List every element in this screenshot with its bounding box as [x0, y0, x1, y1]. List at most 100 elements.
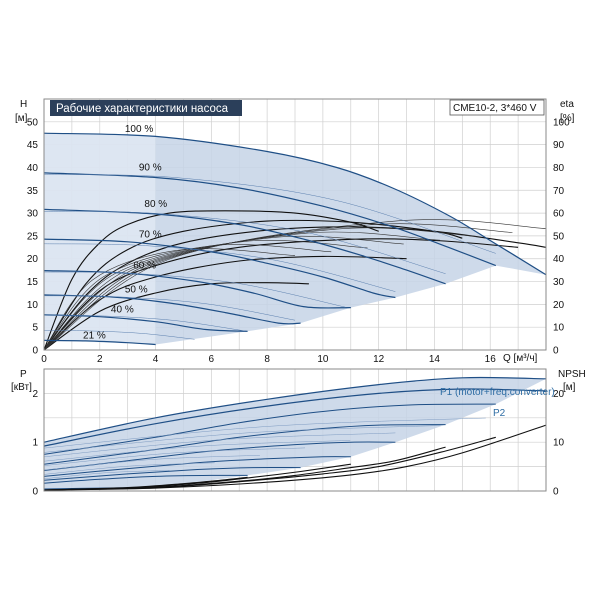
npsh-axis-label: NPSH	[558, 369, 586, 380]
head-curve-minor	[43, 330, 195, 340]
model-label-box	[449, 99, 545, 116]
power-curve	[43, 474, 248, 484]
y-axis-left-unit: [м]	[15, 113, 28, 124]
head-curve-minor	[43, 271, 346, 308]
power-curve-minor	[43, 455, 260, 471]
power-axis-label: P	[20, 369, 27, 380]
y-tick-label-left: 5	[32, 323, 38, 334]
y-tick-label-right: 50	[553, 231, 565, 242]
y-tick-label-right: 100	[553, 117, 570, 128]
x-tick-label: 12	[373, 354, 385, 365]
y-tick-label-left: 30	[27, 209, 39, 220]
head-curve	[43, 339, 156, 346]
power-curve-minor	[43, 440, 351, 462]
speed-curve-label: 100 %	[125, 124, 153, 135]
power-curve	[43, 456, 351, 477]
y-tick-label-left: 35	[27, 186, 39, 197]
speed-curve-label: 70 %	[139, 230, 162, 241]
operating-area	[44, 133, 546, 345]
y-tick-label-left: 15	[27, 277, 39, 288]
npsh-tick-label: 20	[553, 389, 565, 400]
chart-title-box	[50, 100, 242, 116]
head-curve	[43, 132, 547, 276]
npsh-axis-unit: [м]	[563, 382, 576, 393]
x-tick-label: 2	[97, 354, 103, 365]
head-curve-minor	[43, 315, 245, 332]
speed-curve-label: 60 %	[133, 260, 156, 271]
y-tick-label-right: 0	[553, 346, 559, 357]
model-label: CME10-2, 3*460 V	[453, 103, 537, 114]
efficiency-curve	[43, 226, 547, 351]
top-chart-ticks: 0510152025303540455001020304050607080901…	[27, 117, 570, 365]
y-tick-label-right: 90	[553, 140, 565, 151]
x-axis-label: Q [м³/ч]	[503, 353, 538, 364]
efficiency-curve	[43, 223, 513, 351]
x-tick-label: 6	[209, 354, 215, 365]
power-curve-minor	[43, 462, 215, 475]
head-curve	[43, 172, 497, 267]
efficiency-curve	[43, 238, 519, 351]
power-tick-label: 2	[32, 389, 38, 400]
x-tick-label: 16	[485, 354, 497, 365]
x-tick-label: 4	[153, 354, 159, 365]
power-axis-unit: [кВт]	[11, 382, 32, 393]
chart-title: Рабочие характеристики насоса	[56, 103, 229, 115]
y-tick-label-left: 45	[27, 140, 39, 151]
npsh-tick-label: 10	[553, 438, 565, 449]
y-tick-label-left: 50	[27, 117, 39, 128]
p2-legend-label: P2	[493, 408, 506, 419]
head-curve-minor	[43, 211, 446, 274]
npsh-tick-label: 0	[553, 487, 559, 498]
power-curve	[43, 376, 547, 443]
head-curve	[43, 314, 248, 332]
npsh-curve	[43, 476, 248, 491]
power-curve	[43, 403, 496, 455]
efficiency-curve	[43, 235, 404, 351]
x-tick-label: 0	[41, 354, 47, 365]
y-tick-label-left: 25	[27, 231, 39, 242]
power-curve-minor	[43, 425, 441, 453]
y-tick-label-left: 10	[27, 300, 39, 311]
y-tick-label-left: 40	[27, 163, 39, 174]
speed-curve-label: 50 %	[125, 284, 148, 295]
power-curve-minor	[43, 447, 306, 466]
efficiency-curve	[43, 244, 332, 351]
p1-legend-label: P1 (motor+freq.converter)	[440, 387, 555, 398]
y-axis-right-label: eta	[560, 99, 574, 110]
y-tick-label-right: 80	[553, 163, 565, 174]
y-tick-label-right: 20	[553, 300, 565, 311]
bottom-chart-curves	[43, 376, 547, 491]
speed-curve-label: 21 %	[83, 331, 106, 342]
y-tick-label-left: 0	[32, 346, 38, 357]
speed-curve-label: 90 %	[139, 163, 162, 174]
efficiency-curve	[43, 282, 309, 351]
efficiency-curve	[43, 255, 407, 351]
head-curve-minor	[43, 295, 296, 321]
power-curve	[43, 441, 396, 471]
y-tick-label-right: 70	[553, 186, 565, 197]
y-tick-label-right: 30	[553, 277, 565, 288]
top-chart-curves: 100 % 90 % 80 % 70 % 60 % 50 % 40 % 21 %	[43, 124, 547, 351]
efficiency-curve	[43, 210, 379, 351]
head-curve	[43, 238, 396, 299]
x-tick-label: 10	[317, 354, 329, 365]
speed-curve-label: 40 %	[111, 305, 134, 316]
power-tick-label: 1	[32, 438, 38, 449]
x-tick-label: 8	[264, 354, 270, 365]
power-curve-minor	[43, 417, 486, 449]
y-axis-right-unit: [%]	[560, 113, 575, 124]
head-curve	[43, 208, 446, 285]
power-curve	[43, 466, 301, 481]
speed-curve-label: 80 %	[144, 199, 167, 210]
power-curve	[43, 388, 547, 447]
x-tick-label: 14	[429, 354, 441, 365]
head-curve-minor	[43, 243, 396, 292]
power-curve-minor	[43, 470, 170, 480]
operating-area-light	[44, 133, 156, 345]
power-operating-area	[44, 377, 546, 489]
bottom-chart-operating-area	[44, 377, 546, 489]
y-tick-label-right: 60	[553, 209, 565, 220]
power-tick-label: 0	[32, 487, 38, 498]
y-tick-label-right: 40	[553, 254, 565, 265]
